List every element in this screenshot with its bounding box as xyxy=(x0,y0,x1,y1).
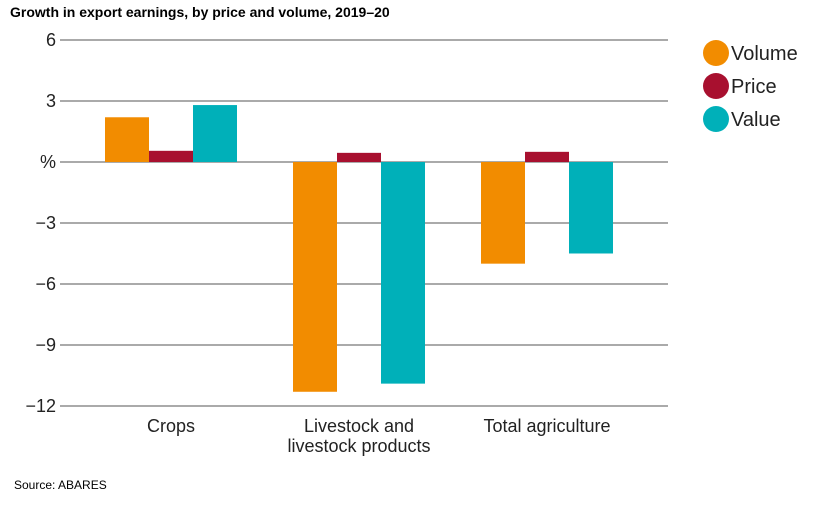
legend-swatch-volume xyxy=(703,40,729,66)
bars xyxy=(105,105,613,392)
bar-price xyxy=(525,151,569,162)
x-category-label: Total agriculture xyxy=(483,416,610,436)
legend-swatch-price xyxy=(703,73,729,99)
x-category-label: livestock products xyxy=(287,436,430,456)
bar-price xyxy=(149,150,193,162)
bar-value xyxy=(381,162,425,384)
legend-swatch-value xyxy=(703,106,729,132)
legend: Volume Price Value xyxy=(703,40,798,132)
legend-label: Price xyxy=(731,76,777,98)
y-axis-ticks: 6 3% −3 −6 −9 −12 xyxy=(25,30,56,416)
x-category-label: Livestock and xyxy=(304,416,414,436)
y-tick-label: −12 xyxy=(25,396,56,416)
legend-label: Volume xyxy=(731,43,798,65)
bar-volume xyxy=(105,117,149,162)
bar-volume xyxy=(481,162,525,264)
bar-volume xyxy=(293,162,337,392)
y-tick-label: 6 xyxy=(46,30,56,50)
y-tick-label: −9 xyxy=(35,335,56,355)
y-tick-label: −6 xyxy=(35,274,56,294)
chart-title: Growth in export earnings, by price and … xyxy=(10,4,390,20)
y-tick-label: % xyxy=(40,152,56,172)
bar-value xyxy=(193,105,237,162)
bar-price xyxy=(337,152,381,162)
y-tick-label: −3 xyxy=(35,213,56,233)
source-note: Source: ABARES xyxy=(14,478,107,492)
legend-label: Value xyxy=(731,109,781,131)
bar-value xyxy=(569,162,613,254)
y-tick-label: 3 xyxy=(46,91,56,111)
x-category-label: Crops xyxy=(147,416,195,436)
